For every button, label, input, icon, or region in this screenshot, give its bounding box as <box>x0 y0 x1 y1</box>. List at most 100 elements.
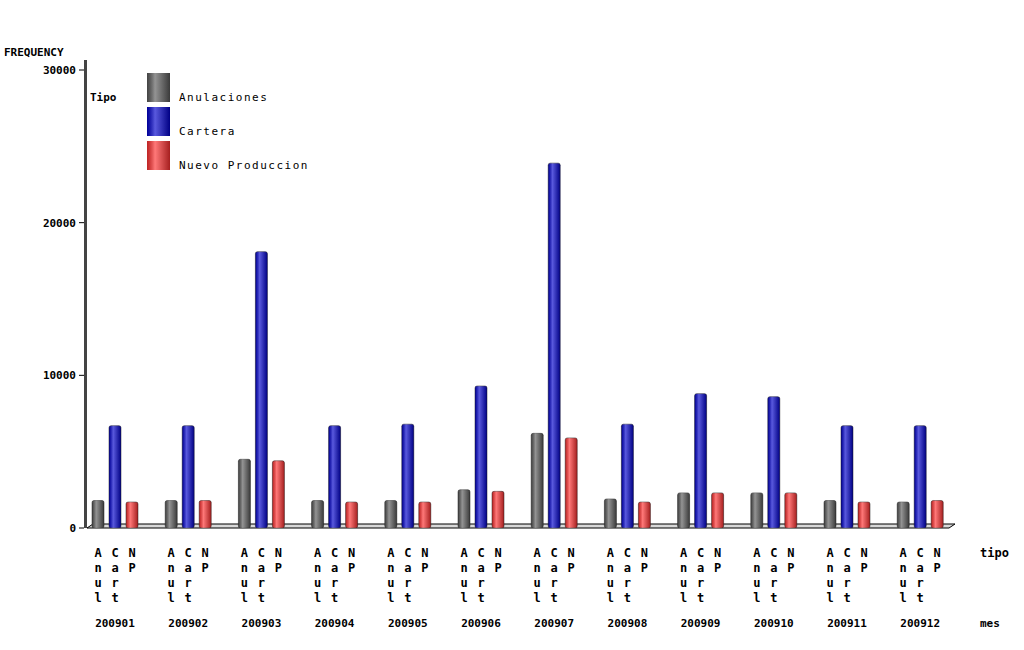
sub-label: Anul <box>753 546 761 605</box>
sub-label: Cart <box>111 546 118 605</box>
bar <box>678 493 690 528</box>
x-tick-label: 200911 <box>827 617 867 630</box>
sub-label: Cart <box>551 546 558 605</box>
bar-shine <box>565 438 577 528</box>
bar <box>199 501 211 528</box>
bar-shine <box>841 426 853 528</box>
bar-shine <box>346 502 358 528</box>
bar <box>458 490 470 528</box>
bar-shine <box>255 252 267 528</box>
y-tick <box>79 70 84 71</box>
sub-label: Cart <box>770 546 777 605</box>
x-tick-label: 200912 <box>900 617 940 630</box>
sub-label: Anul <box>680 546 688 605</box>
x-tick-label: 200906 <box>461 617 501 630</box>
y-tick <box>79 222 84 223</box>
bar-shine <box>312 501 324 528</box>
bar-shine <box>272 461 284 528</box>
sub-label: NP <box>128 546 135 575</box>
legend-swatch <box>147 73 170 102</box>
sub-label: NP <box>275 546 282 575</box>
bar-shine <box>329 426 341 528</box>
bar-shine <box>531 433 543 528</box>
legend-label: Cartera <box>179 125 236 138</box>
bar <box>272 461 284 528</box>
bar <box>695 394 707 528</box>
sub-label: Anul <box>826 546 834 605</box>
bar-shine <box>695 394 707 528</box>
legend-swatch <box>147 141 170 170</box>
sub-label: NP <box>787 546 794 575</box>
sub-label: Cart <box>697 546 704 605</box>
x-tick-label: 200905 <box>388 617 428 630</box>
sub-label: NP <box>421 546 428 575</box>
bar <box>126 502 138 528</box>
bar <box>841 426 853 528</box>
legend-swatch-shine <box>147 73 170 102</box>
bar <box>255 252 267 528</box>
bar <box>897 502 909 528</box>
x-tick-label: 200908 <box>608 617 648 630</box>
bar <box>768 397 780 528</box>
y-tick-label: 30000 <box>43 64 76 77</box>
bar <box>92 501 104 528</box>
sub-label: Anul <box>387 546 395 605</box>
sub-label: NP <box>714 546 721 575</box>
sub-label: Anul <box>241 546 249 605</box>
bar <box>914 426 926 528</box>
bar <box>475 386 487 528</box>
sub-label: Anul <box>460 546 468 605</box>
bar-shine <box>385 501 397 528</box>
y-axis-label: FREQUENCY <box>4 46 64 59</box>
bar <box>312 501 324 528</box>
legend-swatch-shine <box>147 107 170 136</box>
sub-label: Cart <box>843 546 850 605</box>
sub-label: Anul <box>534 546 542 605</box>
bar-shine <box>712 493 724 528</box>
bar <box>824 501 836 528</box>
bar <box>548 163 560 528</box>
bar-shine <box>92 501 104 528</box>
sub-axis-label: tipo <box>980 546 1009 560</box>
x-tick-label: 200904 <box>315 617 355 630</box>
bar-shine <box>678 493 690 528</box>
y-tick-label: 0 <box>69 522 76 535</box>
x-tick-label: 200910 <box>754 617 794 630</box>
x-tick-label: 200902 <box>168 617 208 630</box>
bar <box>785 493 797 528</box>
bar-shine <box>199 501 211 528</box>
legend-label: Nuevo Produccion <box>179 159 309 172</box>
y-tick-label: 20000 <box>43 217 76 230</box>
sub-label: NP <box>348 546 355 575</box>
y-tick <box>79 375 84 376</box>
sub-label: NP <box>494 546 501 575</box>
bar-shine <box>621 424 633 528</box>
bar-shine <box>785 493 797 528</box>
bar-shine <box>604 499 616 528</box>
sub-label: NP <box>641 546 648 575</box>
chart: FREQUENCY 0 10000 20000 30000 Anul Cart NP 20090… <box>0 0 1024 650</box>
y-tick-label: 10000 <box>43 369 76 382</box>
bar-shine <box>458 490 470 528</box>
sub-label: Cart <box>404 546 411 605</box>
sub-label: Anul <box>900 546 908 605</box>
bar <box>492 491 504 528</box>
bar-shine <box>548 163 560 528</box>
bar-shine <box>638 502 650 528</box>
bar-shine <box>109 426 121 528</box>
sub-label: NP <box>568 546 575 575</box>
sub-label: Cart <box>917 546 924 605</box>
bar-shine <box>402 424 414 528</box>
bar-shine <box>126 502 138 528</box>
bar <box>109 426 121 528</box>
y-axis <box>84 60 87 528</box>
bar <box>385 501 397 528</box>
bars <box>92 163 943 528</box>
legend-swatch <box>147 107 170 136</box>
x-axis-label: mes <box>980 617 1000 630</box>
sub-label: Anul <box>607 546 615 605</box>
sub-label: Anul <box>314 546 322 605</box>
bar <box>712 493 724 528</box>
bar <box>329 426 341 528</box>
bar-shine <box>182 426 194 528</box>
